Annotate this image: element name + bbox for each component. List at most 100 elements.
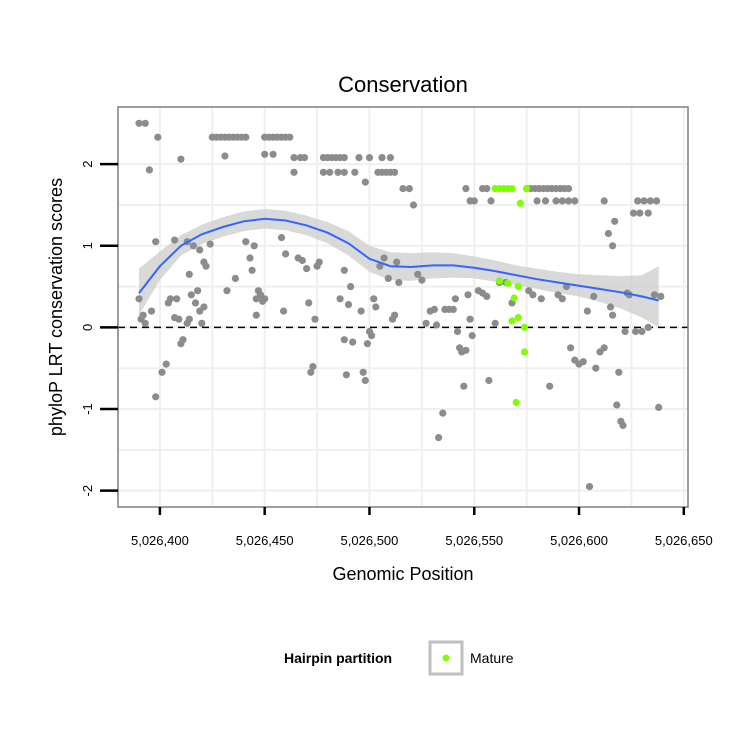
data-point (393, 258, 401, 266)
data-point (282, 250, 290, 258)
data-point (221, 152, 229, 160)
data-point (546, 382, 554, 390)
data-point (248, 266, 256, 274)
legend: Hairpin partition Mature (284, 640, 514, 676)
data-point (286, 133, 294, 141)
data-point (558, 197, 566, 205)
data-point (141, 119, 149, 127)
data-point (340, 266, 348, 274)
x-tick-label: 5,026,550 (445, 533, 503, 548)
data-point (290, 168, 298, 176)
data-point (361, 376, 369, 385)
data-point (349, 338, 357, 346)
data-point (567, 344, 575, 352)
data-point (141, 319, 149, 327)
data-point-mature (504, 279, 512, 287)
data-point (261, 150, 269, 158)
data-point (334, 168, 342, 176)
grid (118, 107, 688, 507)
data-point (451, 295, 459, 303)
data-point (640, 197, 648, 205)
data-point (154, 133, 162, 141)
data-point (135, 295, 143, 303)
data-point (194, 287, 202, 295)
data-point (606, 303, 615, 311)
data-point (340, 168, 348, 176)
y-tick-label: -1 (80, 403, 95, 415)
data-point (615, 368, 623, 376)
data-point (135, 119, 143, 127)
data-point (269, 150, 277, 158)
data-point (319, 168, 327, 176)
data-point (340, 336, 348, 344)
data-point (579, 358, 587, 366)
data-point (644, 323, 652, 331)
data-point (533, 197, 541, 205)
data-point-mature (520, 323, 529, 331)
x-tick-label: 5,026,500 (341, 533, 399, 548)
data-point (653, 197, 661, 205)
data-point (303, 265, 311, 273)
data-point (200, 303, 208, 311)
data-point (414, 270, 422, 278)
data-point (609, 242, 617, 250)
data-point (395, 278, 403, 287)
data-point-mature (520, 348, 529, 356)
data-point (187, 291, 195, 299)
data-point (629, 209, 638, 217)
data-point (613, 401, 621, 409)
data-point (409, 201, 418, 209)
data-point (305, 299, 313, 307)
data-point (600, 197, 608, 205)
data-point (185, 270, 193, 278)
data-point (604, 229, 613, 238)
data-point (466, 315, 474, 323)
data-point (261, 295, 269, 303)
data-point (464, 291, 472, 299)
data-point (470, 197, 478, 205)
data-point (439, 409, 447, 417)
legend-key-mature (442, 654, 450, 662)
data-point (435, 434, 443, 442)
data-point (646, 197, 654, 205)
data-point (179, 336, 187, 344)
data-point (378, 154, 386, 162)
data-point (558, 295, 566, 303)
data-point-mature (514, 314, 522, 322)
data-point (634, 197, 642, 205)
data-point (565, 185, 573, 193)
data-point (139, 311, 147, 319)
data-point (152, 393, 160, 401)
data-point (147, 307, 156, 315)
data-point (357, 307, 365, 315)
data-point (585, 483, 594, 491)
data-point (460, 382, 468, 390)
data-point (621, 327, 629, 336)
data-point (449, 305, 457, 313)
data-point (298, 256, 306, 265)
data-point-mature (510, 294, 518, 302)
data-point (175, 315, 183, 323)
data-point (166, 295, 174, 303)
data-point (368, 332, 376, 340)
legend-label-mature: Mature (470, 650, 514, 666)
data-point (342, 371, 350, 379)
data-point (657, 292, 665, 300)
data-point (145, 166, 153, 174)
data-point (399, 185, 407, 193)
data-point (223, 287, 231, 295)
y-tick-label: -2 (80, 485, 95, 497)
data-point (453, 327, 462, 336)
data-point-mature (516, 199, 525, 207)
data-point (152, 238, 160, 246)
data-point (491, 319, 499, 327)
data-point (537, 295, 545, 303)
data-point (380, 254, 388, 262)
data-point-mature (508, 317, 516, 325)
data-point (277, 234, 286, 242)
x-tick-label: 5,026,400 (131, 533, 189, 548)
data-point (250, 242, 258, 250)
data-point (655, 403, 663, 411)
data-point (485, 376, 493, 385)
x-tick-label: 5,026,600 (550, 533, 608, 548)
